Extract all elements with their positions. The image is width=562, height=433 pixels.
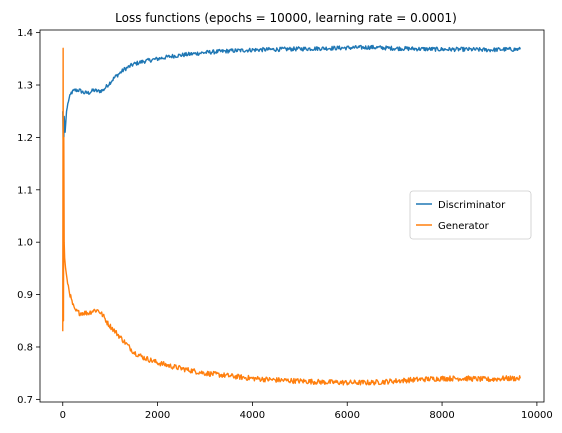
- y-tick-label: 0.8: [17, 342, 33, 353]
- y-tick-label: 1.2: [17, 133, 33, 144]
- x-tick-label: 6000: [335, 410, 360, 421]
- y-axis: 0.7 0.8 0.9 1.0 1.1 1.2 1.3 1.4: [17, 28, 40, 406]
- legend: Discriminator Generator: [409, 190, 532, 240]
- x-tick-label: 8000: [429, 410, 454, 421]
- x-tick-label: 2000: [145, 410, 170, 421]
- series-layer: [62, 44, 521, 386]
- series-line-generator: [62, 47, 521, 386]
- y-tick-label: 0.9: [17, 290, 33, 301]
- y-tick-label: 1.3: [17, 81, 33, 92]
- legend-label-discriminator: Discriminator: [438, 200, 506, 211]
- legend-label-generator: Generator: [438, 221, 490, 232]
- x-tick-label: 0: [60, 410, 66, 421]
- legend-box: [409, 190, 532, 240]
- plot-frame: [39, 29, 545, 403]
- series-line-discriminator: [62, 44, 521, 160]
- y-tick-label: 1.0: [17, 238, 33, 249]
- x-axis: 0 2000 4000 6000 8000 10000: [60, 402, 553, 421]
- chart-title: Loss functions (epochs = 10000, learning…: [115, 11, 457, 25]
- y-tick-label: 1.4: [17, 28, 33, 39]
- x-tick-label: 4000: [240, 410, 265, 421]
- x-tick-label: 10000: [521, 410, 553, 421]
- y-tick-label: 1.1: [17, 185, 33, 196]
- y-tick-label: 0.7: [17, 395, 33, 406]
